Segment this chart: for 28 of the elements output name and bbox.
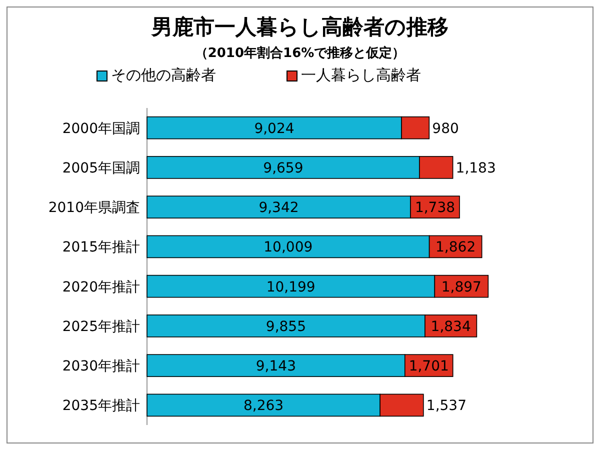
data-label: 1,738 xyxy=(414,200,456,216)
data-label: 9,024 xyxy=(254,120,294,137)
data-label: 1,897 xyxy=(441,279,482,296)
chart-title: 男鹿市一人暮らし高齢者の推移 xyxy=(150,15,448,39)
y-tick-label: 2000年国調 xyxy=(62,120,140,137)
data-label: 9,659 xyxy=(263,160,304,176)
data-label: 9,342 xyxy=(258,200,299,216)
data-label: 1,701 xyxy=(408,358,449,375)
y-tick-label: 2015年推計 xyxy=(62,240,140,256)
chart-subtitle: （2010年割合16%で推移と仮定） xyxy=(194,45,406,61)
data-label: 1,862 xyxy=(436,240,476,256)
data-label: 9,855 xyxy=(266,318,306,335)
data-label: 1,183 xyxy=(456,160,496,176)
data-label: 9,143 xyxy=(256,358,296,375)
legend-item: 一人暮らし高齢者 xyxy=(286,66,421,84)
y-tick-label: 2030年推計 xyxy=(62,358,140,375)
y-tick-label: 2010年県調査 xyxy=(48,200,140,216)
data-label: 980 xyxy=(432,120,459,137)
y-tick-label: 2025年推計 xyxy=(62,318,140,335)
y-tick-label: 2035年推計 xyxy=(62,398,140,414)
data-label: 1,834 xyxy=(430,318,471,335)
data-label: 10,009 xyxy=(264,240,313,256)
data-label: 10,199 xyxy=(266,279,316,296)
y-tick-label: 2020年推計 xyxy=(62,279,140,296)
data-label: 1,537 xyxy=(426,398,467,414)
data-label: 8,263 xyxy=(243,398,284,414)
legend-item: その他の高齢者 xyxy=(96,66,216,84)
y-tick-label: 2005年国調 xyxy=(62,160,140,176)
